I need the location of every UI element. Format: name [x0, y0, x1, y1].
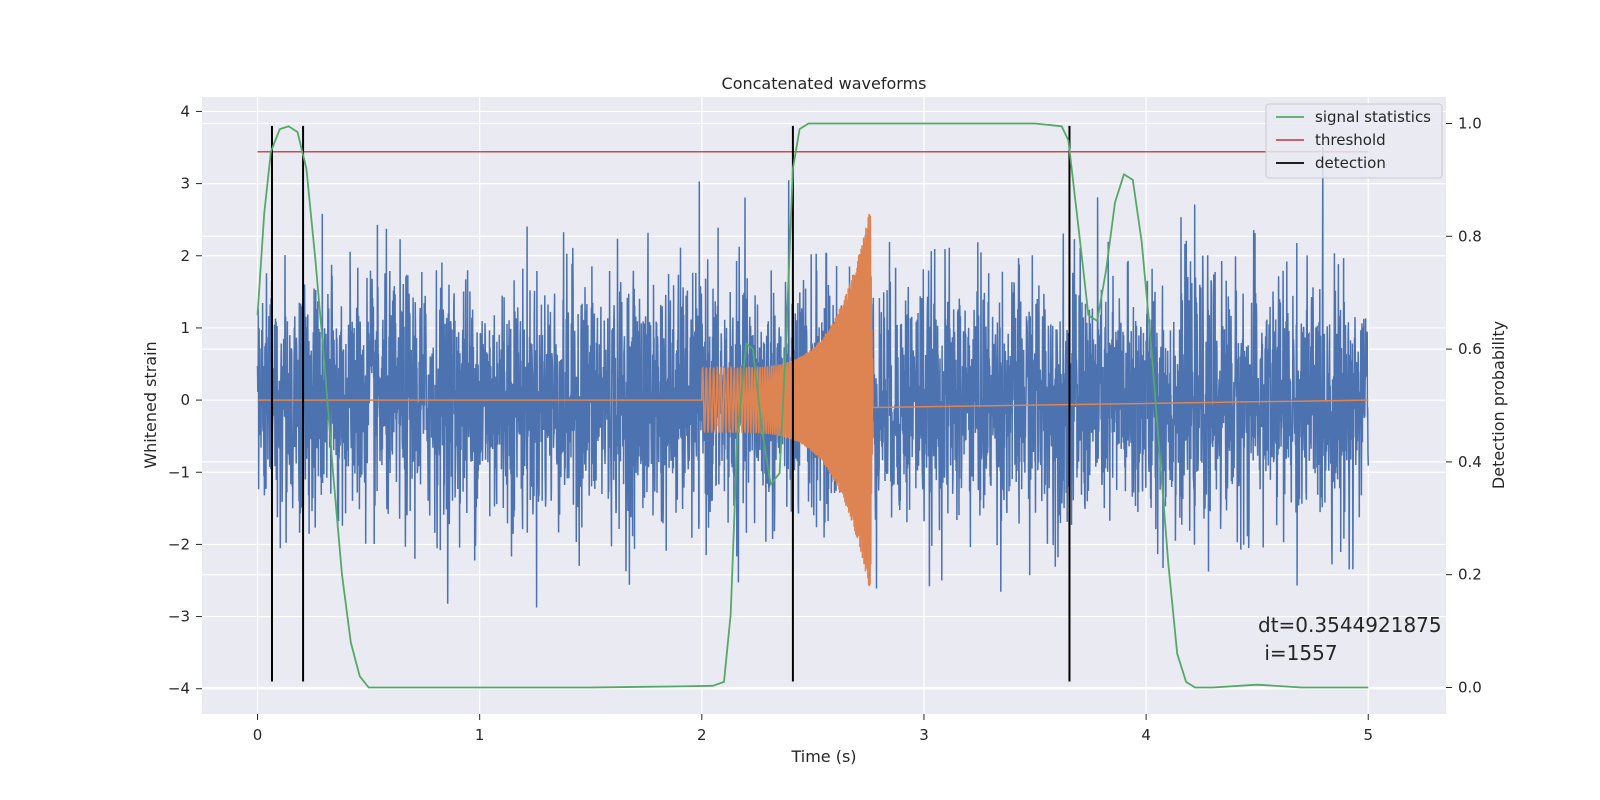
x-tick-label: 3: [919, 726, 929, 744]
y-tick-label: −2: [168, 535, 190, 553]
legend-box: [1265, 103, 1443, 179]
x-tick-label: 0: [253, 726, 263, 744]
x-tick-label: 2: [697, 726, 707, 744]
legend-label-signal-statistics: signal statistics: [1315, 108, 1431, 126]
signal-statistics-line: [256, 122, 1369, 689]
y-tick-label: 4: [180, 102, 190, 120]
x-tick-label: 5: [1363, 726, 1373, 744]
y-tick-label: 0: [180, 391, 190, 409]
plot-area: [256, 122, 1370, 689]
axes: 0 1 2 3 4 5 −4 −3 −2 −1 0 1 2 3 4 0.0 0.2 0.4 0.6 0.8 1.0: [168, 102, 1482, 744]
legend-label-threshold: threshold: [1315, 131, 1386, 149]
y-right-tick-label: 0.6: [1458, 340, 1482, 358]
y-right-tick-label: 0.0: [1458, 678, 1482, 696]
annotation-dt: dt=0.3544921875: [1258, 613, 1442, 637]
y-right-tick-label: 0.8: [1458, 227, 1482, 245]
y-axis-right-label: Detection probability: [1489, 321, 1508, 489]
legend: signal statistics threshold detection: [1265, 103, 1443, 179]
y-right-tick-label: 0.4: [1458, 453, 1482, 471]
annotation-i: i=1557: [1258, 641, 1338, 665]
y-tick-label: −3: [168, 608, 190, 626]
y-tick-label: 1: [180, 319, 190, 337]
legend-label-detection: detection: [1315, 154, 1386, 172]
chart-title: Concatenated waveforms: [722, 74, 927, 93]
y-tick-label: 3: [180, 175, 190, 193]
y-right-tick-label: 1.0: [1458, 115, 1482, 133]
y-right-tick-label: 0.2: [1458, 566, 1482, 584]
y-tick-label: −1: [168, 463, 190, 481]
y-tick-label: −4: [168, 680, 190, 698]
x-axis-label: Time (s): [790, 747, 856, 766]
x-tick-label: 4: [1141, 726, 1151, 744]
chirp-series-line: [257, 213, 1369, 587]
x-tick-label: 1: [475, 726, 485, 744]
y-tick-label: 2: [180, 247, 190, 265]
y-axis-label: Whitened strain: [141, 341, 160, 468]
